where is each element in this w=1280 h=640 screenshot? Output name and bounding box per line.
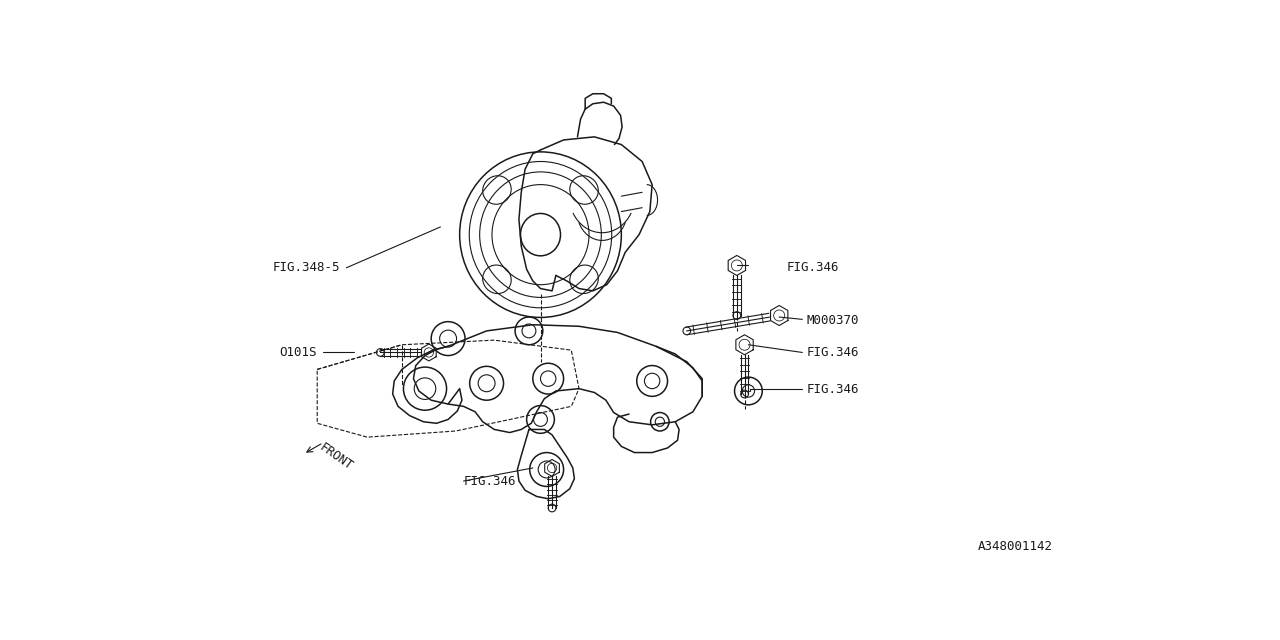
Text: O101S: O101S [280,346,317,359]
Text: FIG.346: FIG.346 [806,346,859,359]
Text: FIG.346: FIG.346 [463,474,516,488]
Text: A348001142: A348001142 [978,540,1052,553]
Text: FIG.348-5: FIG.348-5 [273,261,340,275]
Text: M000370: M000370 [806,314,859,326]
Text: FIG.346: FIG.346 [787,261,840,275]
Text: FRONT: FRONT [317,441,356,473]
Text: FIG.346: FIG.346 [806,383,859,396]
